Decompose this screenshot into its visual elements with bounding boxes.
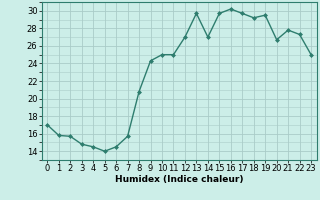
X-axis label: Humidex (Indice chaleur): Humidex (Indice chaleur) — [115, 175, 244, 184]
